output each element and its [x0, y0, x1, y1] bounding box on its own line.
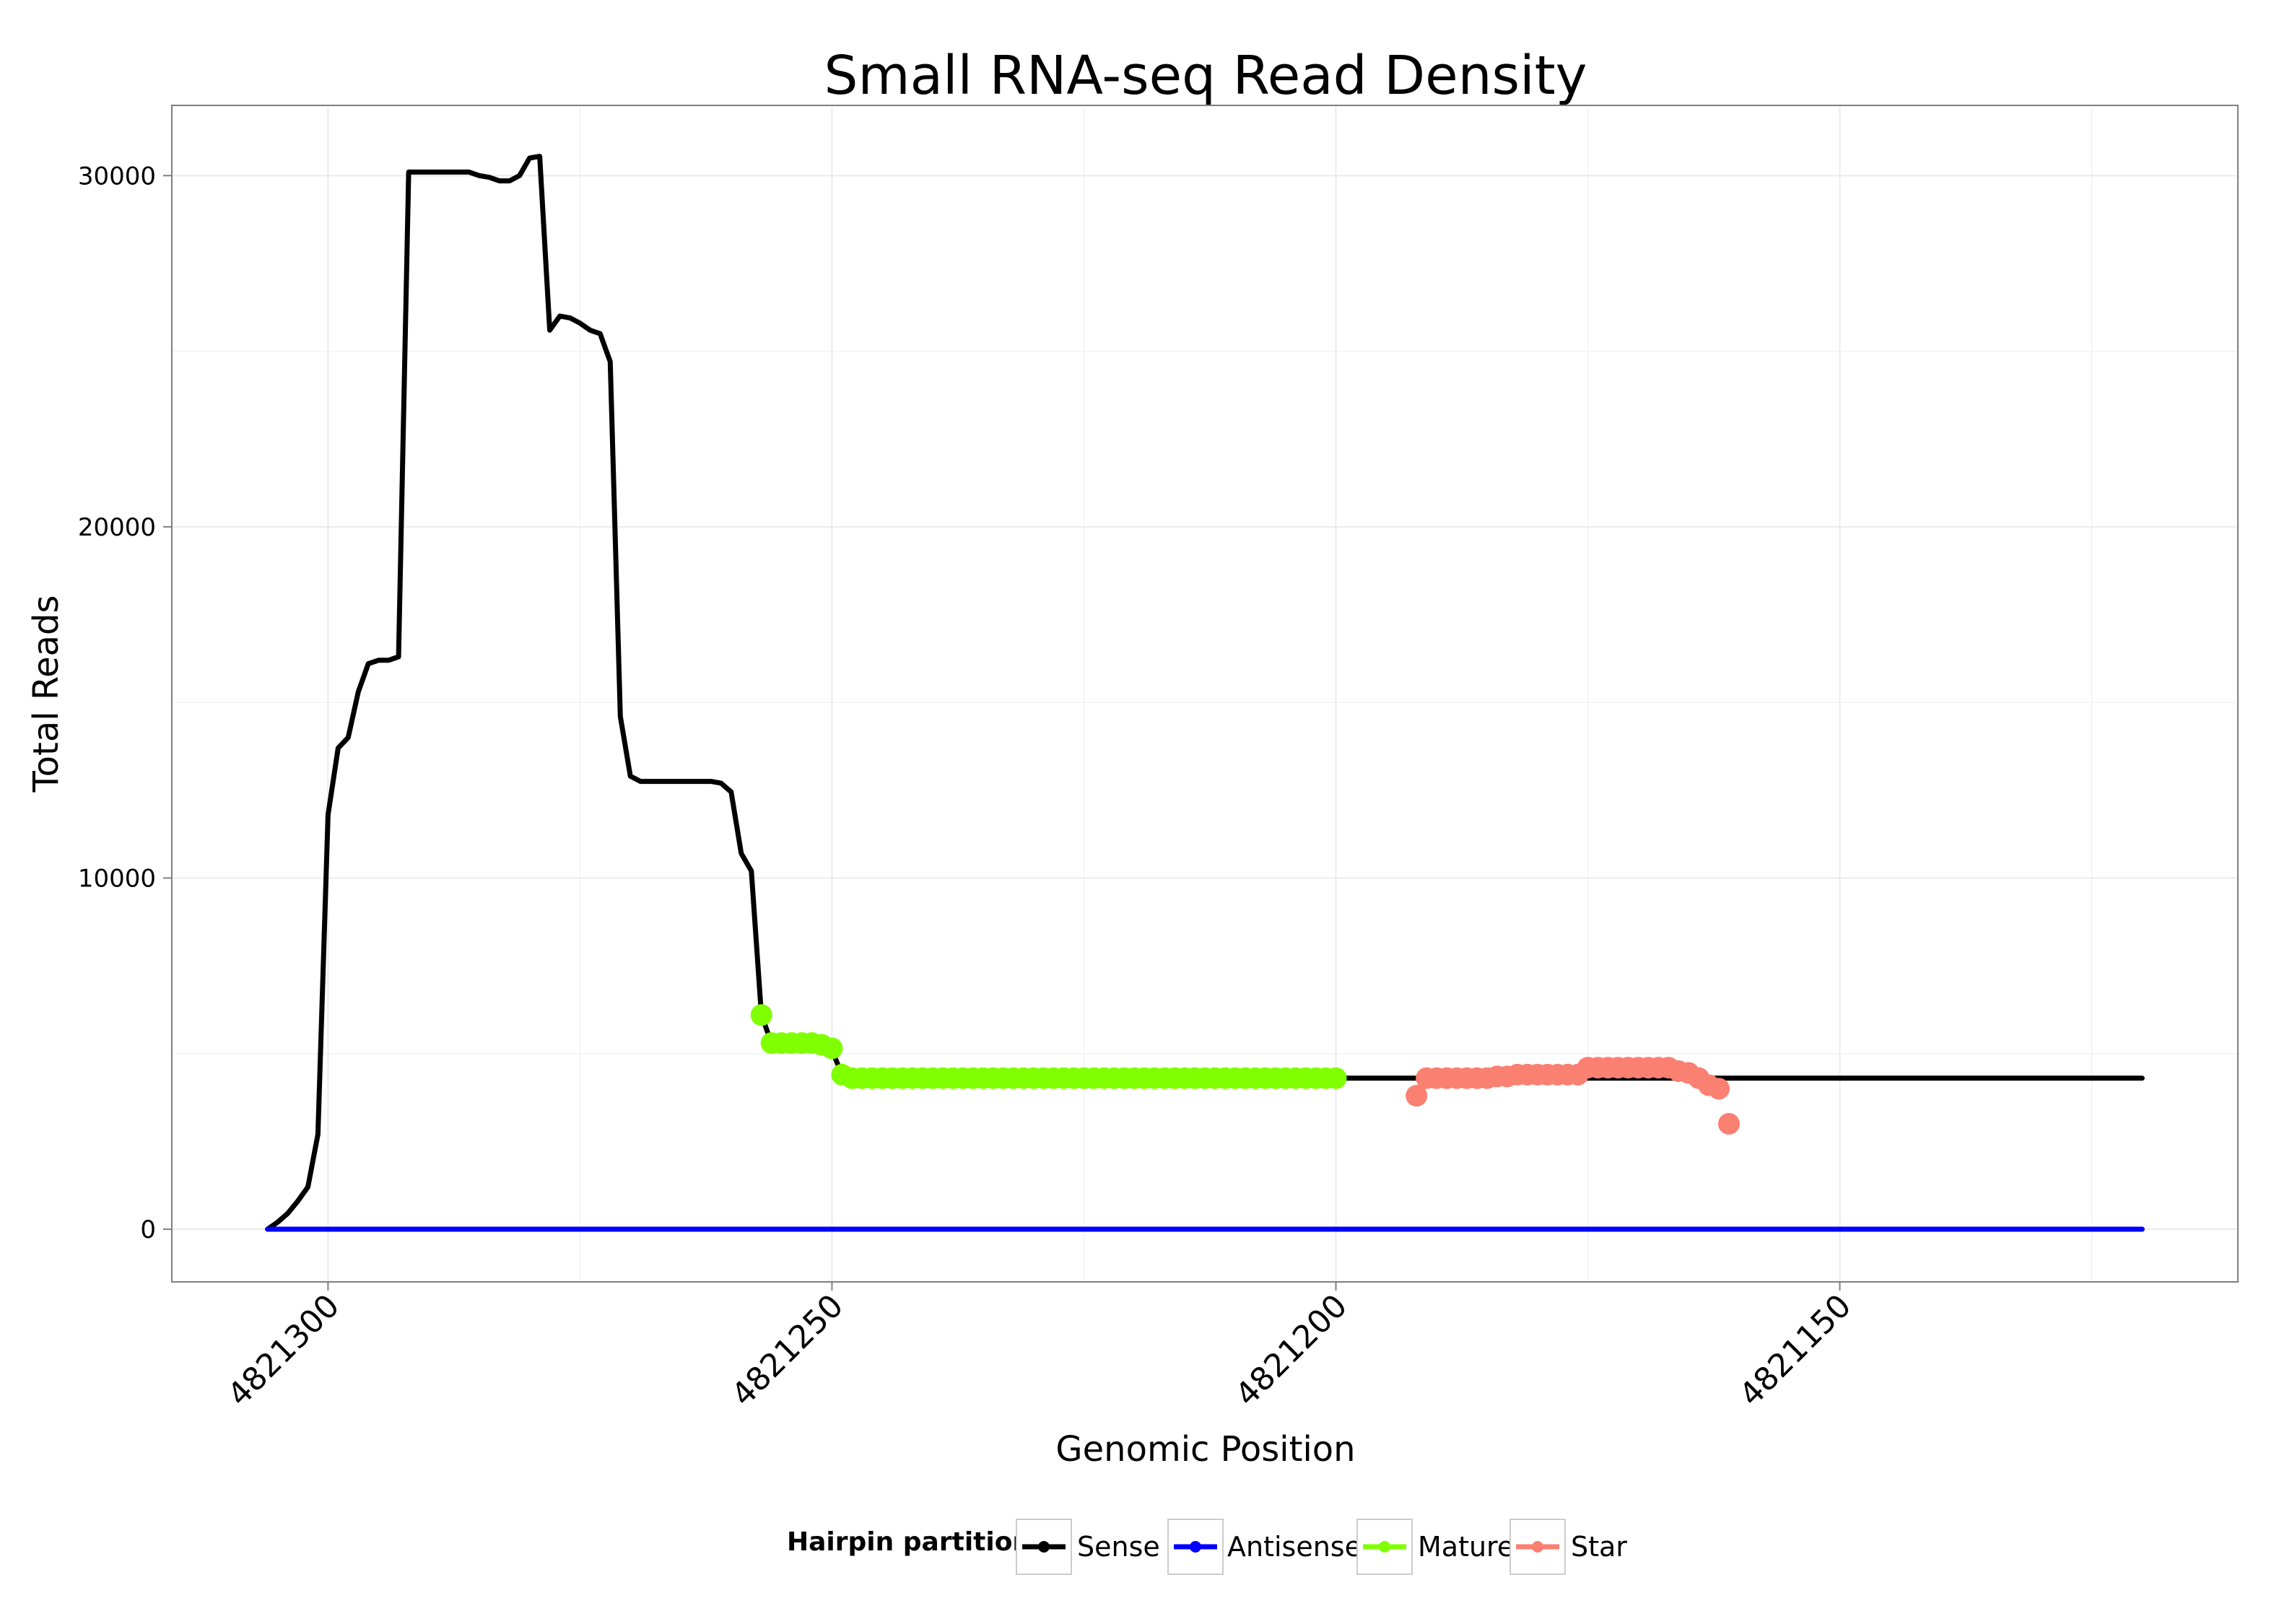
legend-title: Hairpin partition	[787, 1527, 1031, 1557]
series-point-mature	[750, 1004, 772, 1026]
chart-title: Small RNA-seq Read Density	[824, 45, 1587, 107]
legend-key-point	[1190, 1541, 1201, 1553]
y-tick-label: 30000	[78, 162, 156, 191]
series-layer	[265, 154, 2145, 1232]
legend-label-mature: Mature	[1418, 1531, 1514, 1563]
y-tick-label: 0	[140, 1215, 156, 1244]
series-point-star	[1717, 1113, 1740, 1135]
legend-key-point	[1038, 1541, 1050, 1553]
series-point-star	[1708, 1078, 1730, 1100]
x-axis-title: Genomic Position	[1055, 1429, 1355, 1470]
plot-panel-border	[171, 105, 2239, 1283]
legend-key-point	[1532, 1541, 1543, 1553]
series-point-star	[1406, 1085, 1428, 1107]
y-axis-title: Total Reads	[26, 595, 66, 793]
y-tick-label: 10000	[78, 864, 156, 893]
legend-label-sense: Sense	[1077, 1531, 1160, 1563]
legend-label-antisense: Antisense	[1227, 1531, 1362, 1563]
legend: Hairpin partition Sense Antisense Mature St…	[787, 1519, 1627, 1575]
legend-label-star: Star	[1571, 1531, 1627, 1563]
y-tick-label: 20000	[78, 513, 156, 542]
y-axis: 0 10000 20000 30000	[78, 162, 172, 1244]
series-point-mature	[1325, 1067, 1347, 1089]
legend-key-point	[1379, 1541, 1390, 1553]
series-point-mature	[821, 1037, 843, 1060]
